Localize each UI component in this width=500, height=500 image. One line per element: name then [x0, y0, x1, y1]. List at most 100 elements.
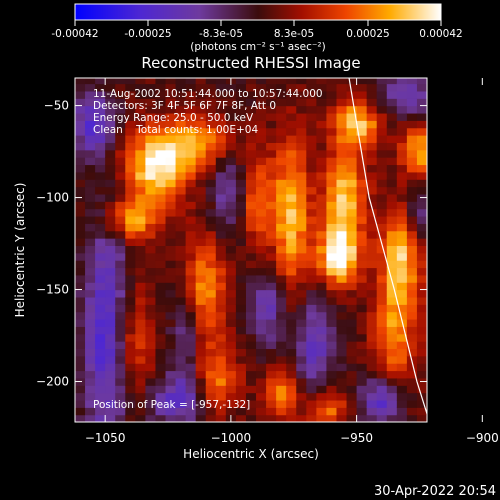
heatmap-cell — [165, 193, 177, 202]
heatmap-cell — [386, 135, 398, 143]
heatmap-cell — [306, 179, 317, 188]
heatmap-cell — [195, 318, 207, 327]
heatmap-cell — [135, 186, 146, 195]
heatmap-cell — [195, 78, 207, 85]
heatmap-cell — [135, 274, 146, 283]
heatmap-cell — [185, 385, 197, 394]
heatmap-cell — [416, 333, 427, 342]
heatmap-cell — [175, 112, 187, 121]
heatmap-cell — [155, 267, 167, 276]
heatmap-cell — [95, 363, 106, 372]
heatmap-cell — [336, 201, 348, 210]
heatmap-cell — [366, 149, 378, 158]
heatmap-cell — [105, 201, 116, 210]
heatmap-cell — [276, 171, 287, 180]
heatmap-cell — [276, 252, 287, 261]
heatmap-cell — [306, 304, 317, 313]
heatmap-cell — [416, 142, 427, 151]
heatmap-cell — [316, 385, 328, 394]
heatmap-cell — [406, 135, 418, 143]
heatmap-cell — [356, 363, 368, 372]
heatmap-cell — [416, 215, 427, 224]
heatmap-cell — [135, 355, 146, 364]
heatmap-cell — [296, 304, 307, 313]
heatmap-cell — [215, 120, 227, 129]
colorbar-tick-label: -8.3e-05 — [199, 28, 243, 40]
heatmap-cell — [175, 311, 187, 320]
heatmap-cell — [135, 318, 146, 327]
heatmap-cell — [195, 341, 207, 350]
heatmap-cell — [225, 392, 237, 401]
heatmap-cell — [406, 348, 418, 357]
heatmap-cell — [356, 267, 368, 276]
heatmap-cell — [266, 252, 277, 261]
heatmap-cell — [95, 311, 106, 320]
heatmap-cell — [356, 201, 368, 210]
heatmap-cell — [256, 326, 267, 335]
heatmap-cell — [145, 120, 157, 129]
heatmap-cell — [225, 230, 237, 239]
heatmap-cell — [256, 193, 267, 202]
heatmap-cell — [396, 274, 408, 283]
heatmap-cell — [95, 355, 106, 364]
colorbar-tick-label: -0.00025 — [124, 28, 171, 40]
heatmap-cell — [85, 78, 96, 85]
heatmap-cell — [366, 304, 378, 313]
heatmap-cell — [165, 112, 177, 121]
heatmap-cell — [135, 230, 146, 239]
heatmap-cell — [306, 311, 317, 320]
heatmap-cell — [165, 363, 177, 372]
y-axis-label: Heliocentric Y (arcsec) — [13, 183, 27, 318]
heatmap-cell — [145, 83, 157, 92]
heatmap-cell — [115, 296, 126, 305]
heatmap-cell — [145, 274, 157, 283]
heatmap-cell — [245, 179, 257, 188]
heatmap-cell — [235, 186, 247, 195]
heatmap-cell — [356, 282, 368, 291]
heatmap-cell — [165, 326, 177, 335]
heatmap-cell — [115, 179, 126, 188]
heatmap-cell — [266, 78, 277, 85]
heatmap-cell — [296, 333, 307, 342]
heatmap-cell — [225, 135, 237, 143]
heatmap-cell — [75, 407, 86, 416]
heatmap-cell — [376, 186, 388, 195]
heatmap-cell — [256, 318, 267, 327]
heatmap-cell — [135, 201, 146, 210]
heatmap-cell — [376, 392, 388, 401]
heatmap-cell — [95, 179, 106, 188]
heatmap-cell — [115, 78, 126, 85]
heatmap-cell — [376, 311, 388, 320]
heatmap-cell — [185, 289, 197, 298]
heatmap-cell — [336, 348, 348, 357]
heatmap-cell — [396, 127, 408, 136]
heatmap-cell — [135, 157, 146, 166]
heatmap-cell — [286, 348, 297, 357]
heatmap-cell — [195, 135, 207, 143]
heatmap-cell — [125, 282, 136, 291]
heatmap-cell — [225, 333, 237, 342]
heatmap-cell — [386, 392, 398, 401]
heatmap-cell — [256, 78, 267, 85]
heatmap-cell — [205, 193, 217, 202]
heatmap-cell — [145, 282, 157, 291]
heatmap-cell — [266, 135, 277, 143]
heatmap-cell — [95, 142, 106, 151]
heatmap-cell — [135, 348, 146, 357]
heatmap-cell — [175, 407, 187, 416]
heatmap-cell — [115, 193, 126, 202]
x-tick-label: −1050 — [85, 431, 126, 445]
heatmap-cell — [266, 392, 277, 401]
heatmap-cell — [185, 105, 197, 114]
heatmap-cell — [416, 238, 427, 246]
heatmap-cell — [366, 348, 378, 357]
heatmap-cell — [266, 193, 277, 202]
heatmap-cell — [105, 267, 116, 276]
heatmap-cell — [276, 282, 287, 291]
heatmap-cell — [296, 245, 307, 254]
heatmap-cell — [85, 105, 96, 114]
heatmap-cell — [256, 171, 267, 180]
heatmap-cell — [356, 260, 368, 269]
heatmap-cell — [195, 127, 207, 136]
heatmap-cell — [266, 215, 277, 224]
